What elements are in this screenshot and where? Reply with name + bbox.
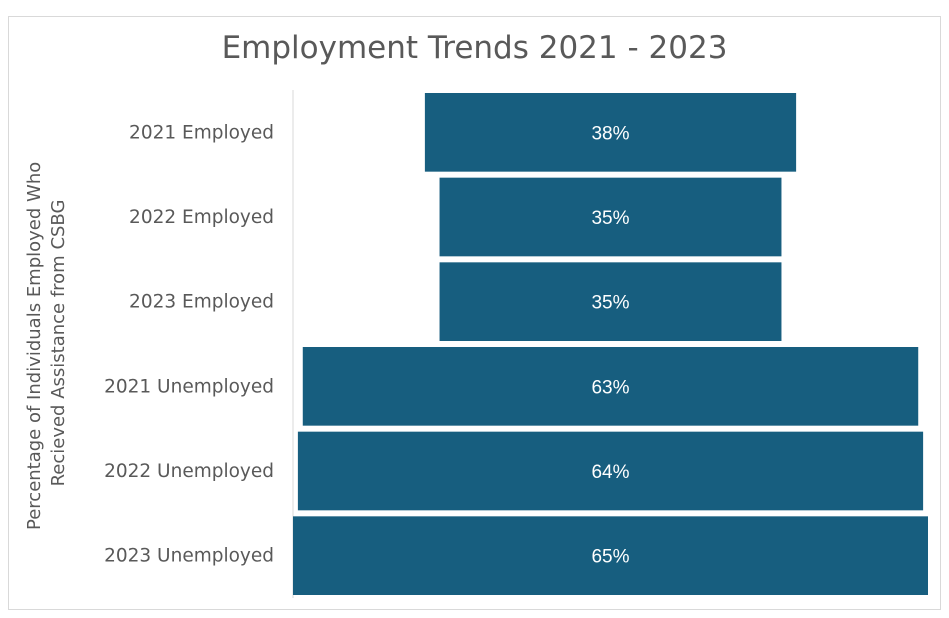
category-label: 2021 Unemployed [104, 376, 274, 397]
y-axis-label-line-2: Recieved Assistance from CSBG [48, 200, 69, 487]
chart-title: Employment Trends 2021 - 2023 [221, 30, 728, 66]
data-label: 65% [591, 547, 629, 568]
y-axis-label-line-1: Percentage of Individuals Employed Who [24, 162, 45, 530]
category-label: 2022 Employed [129, 207, 274, 228]
bar-2021-unemployed [302, 347, 919, 426]
bars-group: 38% 2021 Employed 35% 2022 Employed 35% 2023 … [104, 93, 928, 595]
data-label: 35% [591, 208, 629, 229]
bar-2022-unemployed [297, 431, 924, 511]
bar-2021-employed [424, 93, 797, 172]
bar-2023-unemployed [293, 516, 928, 595]
bar-2023-employed [439, 262, 782, 341]
category-label: 2023 Unemployed [104, 546, 274, 567]
data-label: 64% [591, 462, 629, 483]
bar-2022-employed [439, 177, 782, 257]
data-label: 35% [591, 293, 629, 314]
data-label: 38% [591, 123, 629, 144]
category-label: 2022 Unemployed [104, 461, 274, 482]
category-label: 2021 Employed [129, 122, 274, 143]
data-label: 63% [591, 377, 629, 398]
category-label: 2023 Employed [129, 292, 274, 313]
y-axis-label: Percentage of Individuals Employed Who R… [24, 156, 69, 530]
